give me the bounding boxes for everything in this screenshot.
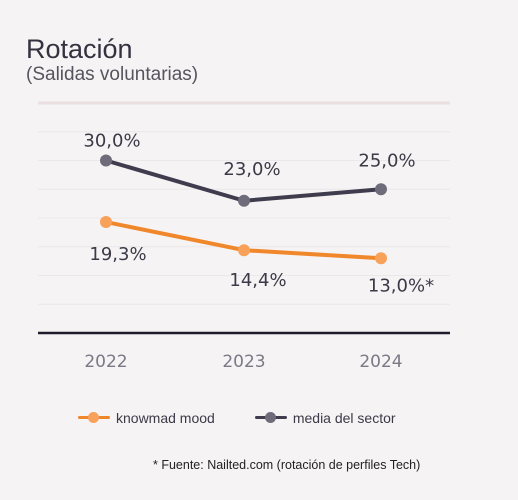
data-label: 25,0% <box>358 150 415 171</box>
x-tick-label: 2024 <box>359 352 402 372</box>
series-group <box>100 154 387 265</box>
legend: knowmad mood media del sector <box>78 410 436 426</box>
data-label: 30,0% <box>83 131 140 152</box>
data-point <box>238 244 250 257</box>
source-footnote: * Fuente: Nailted.com (rotación de perfi… <box>153 458 421 472</box>
line-chart: 2022 2023 2024 19,3% 14,4% 13,0%* 30,0% 23,0% 2… <box>38 101 450 372</box>
legend-swatch-knowmad <box>78 411 110 425</box>
legend-label-sector: media del sector <box>292 410 396 426</box>
chart-title: Rotación <box>26 34 133 64</box>
data-point <box>375 252 387 265</box>
data-point <box>100 216 112 229</box>
data-label: 19,3% <box>89 244 146 265</box>
legend-swatch-sector <box>254 411 287 425</box>
legend-item-sector: media del sector <box>254 410 396 426</box>
legend-item-knowmad: knowmad mood <box>78 410 215 426</box>
x-axis-ticks: 2022 2023 2024 <box>84 352 402 372</box>
chart-subtitle: (Salidas voluntarias) <box>26 64 199 85</box>
data-label: 13,0%* <box>368 275 434 296</box>
data-point <box>238 194 250 207</box>
data-label: 23,0% <box>223 159 280 180</box>
data-point <box>375 183 387 196</box>
data-point <box>100 154 112 167</box>
x-tick-label: 2022 <box>84 352 127 372</box>
legend-label-knowmad: knowmad mood <box>116 410 215 426</box>
x-tick-label: 2023 <box>222 352 265 372</box>
data-labels: 19,3% 14,4% 13,0%* 30,0% 23,0% 25,0% <box>83 131 434 297</box>
data-label: 14,4% <box>229 270 286 291</box>
